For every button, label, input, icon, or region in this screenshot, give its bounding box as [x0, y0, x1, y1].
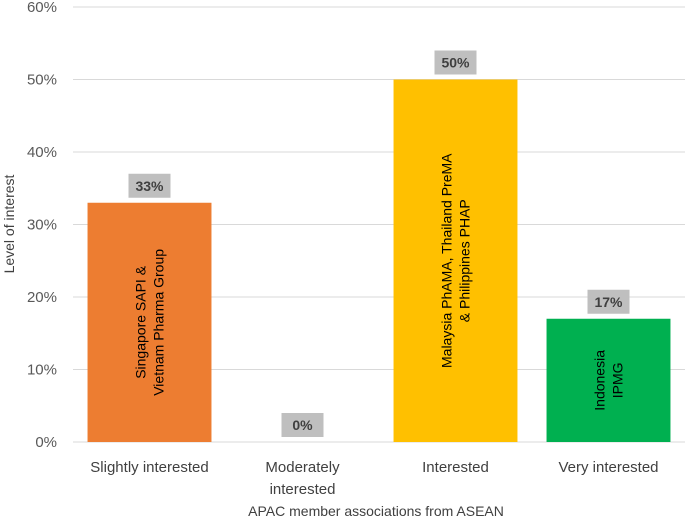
y-tick-label: 60%	[27, 0, 57, 16]
bar	[87, 202, 212, 442]
x-tick-label: Interested	[422, 459, 489, 476]
y-tick-label: 40%	[27, 144, 57, 161]
data-label: 50%	[441, 55, 470, 71]
x-axis-categories: Slightly interested Moderately interested I…	[90, 459, 658, 498]
bar-annotation: Indonesia IPMG	[592, 350, 626, 411]
data-label-box	[434, 50, 477, 75]
x-tick-label: Very interested	[558, 459, 658, 476]
bar-annotation-line: Singapore SAPI &	[133, 265, 149, 379]
bar-annotation-line: Malaysia PhAMA, Thailand PreMA	[439, 153, 455, 368]
data-label: 0%	[292, 417, 313, 433]
bar-annotation-line: Vietnam Pharma Group	[151, 249, 167, 396]
x-axis-title: APAC member associations from ASEAN	[248, 503, 504, 519]
y-tick-label: 50%	[27, 72, 57, 89]
bar-annotation: Singapore SAPI & Vietnam Pharma Group	[133, 249, 167, 396]
bar	[393, 79, 518, 442]
y-tick-label: 30%	[27, 217, 57, 234]
y-tick-label: 20%	[27, 289, 57, 306]
data-label-box	[587, 289, 630, 314]
data-labels: 33% 0% 50% 17%	[128, 50, 630, 437]
bar-annotation-line: IPMG	[610, 362, 626, 398]
bar-annotation-line: Indonesia	[592, 350, 608, 411]
data-label: 33%	[135, 178, 164, 194]
bars: Singapore SAPI & Vietnam Pharma Group Mala…	[87, 79, 671, 442]
bar	[546, 318, 671, 442]
data-label: 17%	[594, 294, 623, 310]
x-tick-label: Moderately	[265, 459, 340, 476]
y-tick-label: 0%	[35, 434, 57, 451]
x-tick-label: interested	[270, 481, 336, 498]
data-label-box	[128, 173, 171, 198]
y-tick-label: 10%	[27, 362, 57, 379]
x-tick-label: Slightly interested	[90, 459, 208, 476]
y-axis-title: Level of interest	[1, 174, 17, 273]
data-label-box	[281, 413, 324, 437]
bar-annotation-line: & Philippines PHAP	[457, 199, 473, 322]
bar-annotation: Malaysia PhAMA, Thailand PreMA & Philippi…	[439, 153, 473, 368]
y-axis-ticks: 0% 10% 20% 30% 40% 50% 60%	[27, 0, 57, 451]
